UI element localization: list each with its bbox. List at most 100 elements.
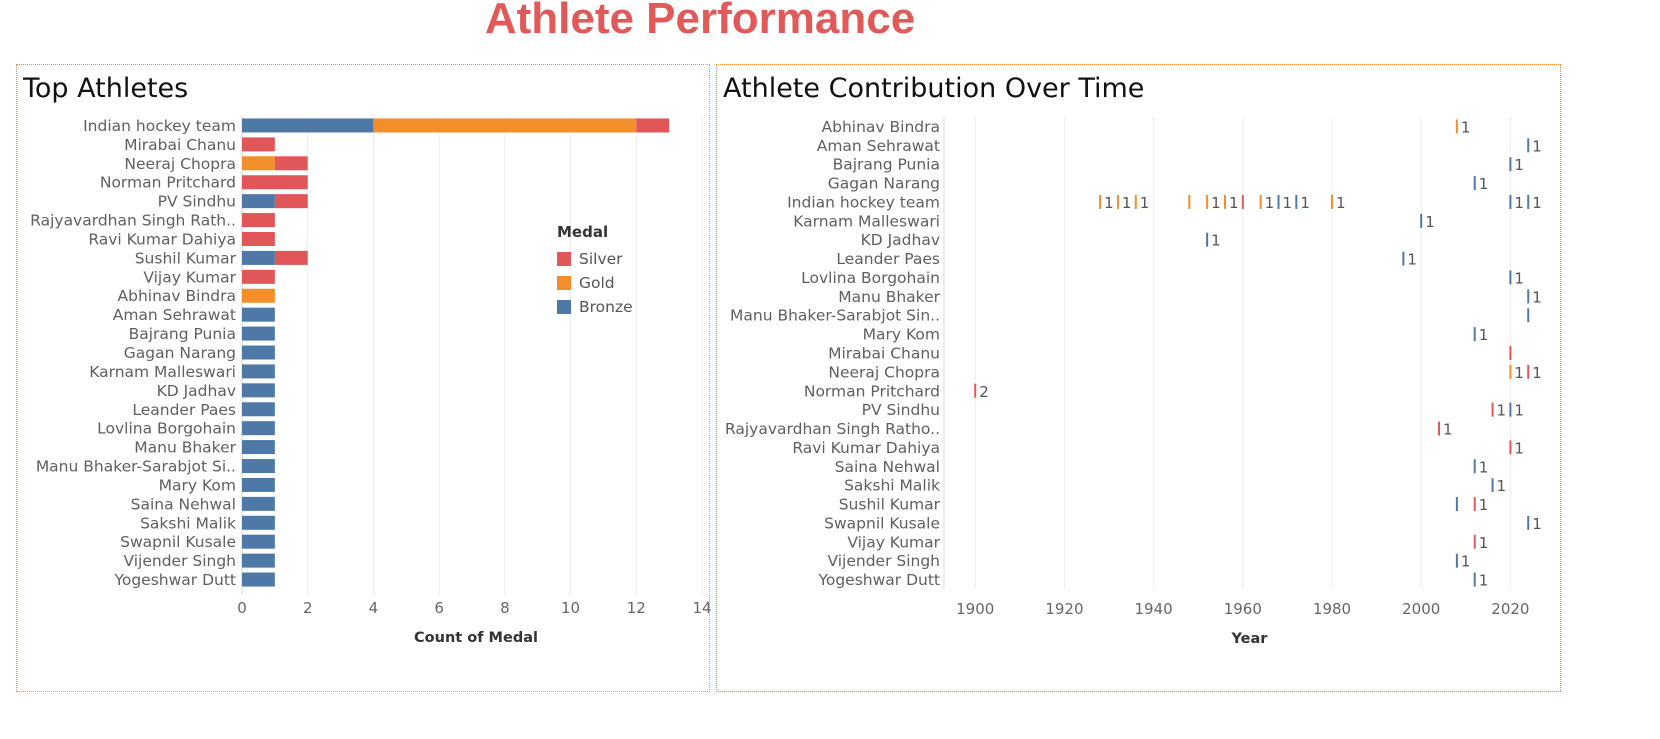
row-label: Sakshi Malik: [140, 514, 236, 532]
athlete-label: Ravi Kumar Dahiya: [792, 439, 940, 457]
bar-bronze-leander-paes: [242, 402, 275, 417]
year-tick-label-1940: 1940: [1135, 600, 1173, 618]
data-label: 1: [1461, 118, 1471, 136]
athlete-label: Vijay Kumar: [847, 533, 940, 551]
bar-silver-neeraj-chopra: [274, 156, 308, 171]
athlete-label: KD Jadhav: [861, 231, 940, 249]
legend-item-gold[interactable]: Gold: [557, 271, 633, 295]
athlete-label: Aman Sehrawat: [817, 137, 940, 155]
data-label: 1: [1497, 477, 1507, 495]
row-label: KD Jadhav: [157, 382, 236, 400]
athlete-label: Indian hockey team: [787, 193, 940, 211]
row-label: Mary Kom: [159, 476, 236, 494]
row-label: Abhinav Bindra: [118, 287, 236, 305]
row-label: Bajrang Punia: [129, 325, 236, 343]
year-axis-title: Year: [1231, 631, 1269, 647]
data-label: 1: [1532, 137, 1542, 155]
data-label: 1: [1479, 572, 1489, 590]
data-label: 1: [1532, 288, 1542, 306]
data-label: 1: [1514, 439, 1524, 457]
athlete-label: Manu Bhaker: [838, 288, 940, 306]
row-label: Manu Bhaker: [134, 439, 236, 457]
x-tick-label-14: 14: [692, 599, 711, 617]
contribution-title: Athlete Contribution Over Time: [723, 73, 1145, 104]
athlete-label: Bajrang Punia: [833, 156, 940, 174]
row-label: Karnam Malleswari: [89, 363, 236, 381]
data-label: 1: [1443, 421, 1453, 439]
bar-gold-indian-hockey-team: [373, 118, 637, 133]
bar-silver-norman-pritchard: [242, 175, 308, 190]
year-tick-label-1960: 1960: [1224, 600, 1262, 618]
data-label: 1: [1425, 213, 1435, 231]
athlete-label: Neeraj Chopra: [828, 363, 940, 381]
medal-legend[interactable]: Medal Silver Gold Bronze: [557, 223, 633, 319]
bronze-swatch: [557, 300, 571, 314]
data-label: 1: [1479, 458, 1489, 476]
bar-bronze-indian-hockey-team: [242, 118, 374, 133]
row-label: Rajyavardhan Singh Rath..: [30, 212, 236, 230]
row-label: Saina Nehwal: [131, 495, 236, 513]
athlete-label: Vijender Singh: [827, 552, 940, 570]
athlete-label: Yogeshwar Dutt: [817, 571, 940, 589]
row-label: Indian hockey team: [83, 117, 236, 135]
year-tick-label-1980: 1980: [1313, 600, 1351, 618]
data-label: 1: [1479, 326, 1489, 344]
data-label: 1: [1122, 194, 1132, 212]
bar-bronze-lovlina-borgohain: [242, 421, 275, 436]
data-label: 1: [1514, 402, 1524, 420]
athlete-label: Leander Paes: [836, 250, 940, 268]
x-tick-label-0: 0: [237, 599, 247, 617]
bar-bronze-pv-sindhu: [242, 194, 275, 209]
row-label: Manu Bhaker-Sarabjot Si..: [36, 458, 236, 476]
row-label: Swapnil Kusale: [120, 533, 236, 551]
athlete-label: Mary Kom: [863, 326, 940, 344]
x-tick-label-8: 8: [500, 599, 510, 617]
legend-item-bronze[interactable]: Bronze: [557, 295, 633, 319]
data-label: 1: [1265, 194, 1275, 212]
bar-silver-sushil-kumar: [274, 250, 308, 265]
bar-bronze-karnam-malleswari: [242, 364, 275, 379]
data-label: 1: [1211, 232, 1221, 250]
row-label: Neeraj Chopra: [124, 155, 236, 173]
top-athletes-panel: Top Athletes: [16, 64, 710, 692]
x-tick-label-2: 2: [303, 599, 313, 617]
row-label: Vijender Singh: [123, 552, 236, 570]
year-tick-label-1900: 1900: [956, 600, 994, 618]
bar-bronze-kd-jadhav: [242, 383, 275, 398]
athlete-label: Manu Bhaker-Sarabjot Sin..: [730, 307, 940, 325]
data-label: 1: [1514, 269, 1524, 287]
silver-swatch: [557, 252, 571, 266]
data-label: 1: [1140, 194, 1150, 212]
athlete-label: PV Sindhu: [862, 401, 940, 419]
bar-silver-ravi-kumar-dahiya: [242, 231, 275, 246]
bar-silver-pv-sindhu: [274, 194, 308, 209]
row-label: Lovlina Borgohain: [97, 420, 236, 438]
bar-silver-vijay-kumar: [242, 269, 275, 284]
row-label: PV Sindhu: [158, 193, 236, 211]
athlete-label: Norman Pritchard: [804, 382, 940, 400]
data-label: 1: [1336, 194, 1346, 212]
x-tick-label-12: 12: [627, 599, 646, 617]
athlete-label: Rajyavardhan Singh Ratho..: [725, 420, 940, 438]
data-label: 1: [1514, 194, 1524, 212]
data-label: 2: [979, 383, 989, 401]
row-label: Aman Sehrawat: [113, 306, 236, 324]
row-label: Yogeshwar Dutt: [113, 571, 236, 589]
bar-bronze-manu-bhaker: [242, 440, 275, 455]
bar-gold-abhinav-bindra: [242, 288, 275, 303]
dashboard-title: Athlete Performance: [484, 0, 916, 43]
legend-label-silver: Silver: [579, 250, 623, 268]
data-label: 1: [1532, 515, 1542, 533]
data-label: 1: [1497, 402, 1507, 420]
data-label: 1: [1479, 175, 1489, 193]
bar-bronze-gagan-narang: [242, 345, 275, 360]
athlete-label: Gagan Narang: [828, 175, 940, 193]
athlete-label: Sakshi Malik: [844, 477, 940, 495]
bar-bronze-saina-nehwal: [242, 496, 275, 511]
x-tick-label-6: 6: [434, 599, 444, 617]
data-label: 1: [1229, 194, 1239, 212]
row-label: Mirabai Chanu: [124, 136, 236, 154]
data-label: 1: [1532, 364, 1542, 382]
legend-item-silver[interactable]: Silver: [557, 247, 633, 271]
